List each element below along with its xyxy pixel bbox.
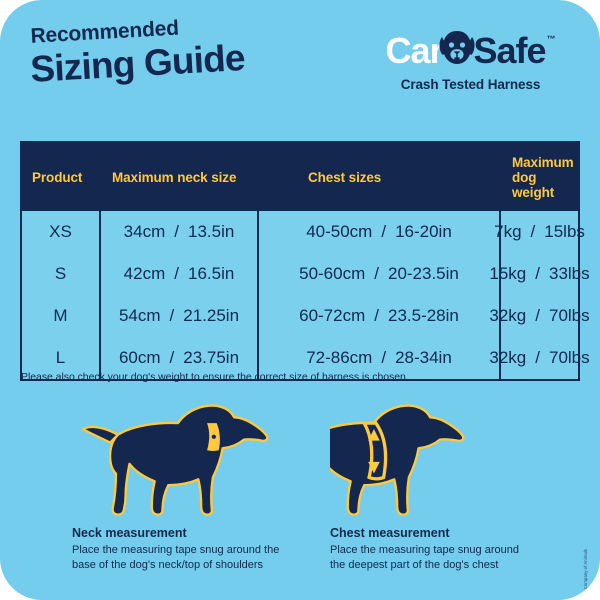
chest-metric: 72-86cm <box>306 348 373 367</box>
logo-word-safe: Safe <box>473 30 546 71</box>
weight-metric: 32kg <box>489 348 527 367</box>
weight-metric: 32kg <box>489 306 527 325</box>
cell-product: M <box>53 306 68 325</box>
unit-separator: / <box>535 264 540 283</box>
cell-neck-size: 54cm / 21.25in <box>99 295 258 337</box>
panel-title: Neck measurement <box>72 526 187 540</box>
neck-imperial: 16.5in <box>187 264 235 283</box>
cell-chest-size: 72-86cm / 28-34in <box>257 337 500 379</box>
dog-side-view-with-collar-icon <box>72 396 342 522</box>
panel-description-line2: the deepest part of the dog's chest <box>330 559 499 572</box>
page-title: Recommended Sizing Guide <box>28 14 246 90</box>
dog-side-view-with-chest-band-icon <box>330 396 600 522</box>
measurement-panels: Neck measurement Place the measuring tap… <box>0 396 600 600</box>
panel-description-line1: Place the measuring tape snug around the <box>72 544 280 556</box>
chest-metric: 40-50cm <box>306 222 373 241</box>
weight-imperial: 33lbs <box>548 264 590 283</box>
unit-separator: / <box>535 348 540 367</box>
chest-imperial: 28-34in <box>395 348 452 367</box>
weight-note: Please also check your dog's weight to e… <box>21 371 409 383</box>
neck-measurement-panel: Neck measurement Place the measuring tap… <box>72 396 342 573</box>
page-title-main: Sizing Guide <box>29 36 246 90</box>
weight-imperial: 15lbs <box>544 222 585 241</box>
brand-logo: Car <box>363 30 578 92</box>
weight-metric: 15kg <box>489 264 527 283</box>
logo-word-car: Car <box>385 30 443 71</box>
cell-product: S <box>54 264 67 283</box>
dog-head-icon <box>438 28 476 68</box>
logo-wordmark: Car <box>363 30 578 72</box>
neck-metric: 42cm <box>123 264 166 283</box>
cell-dog-weight: 15kg / 33lbs <box>489 253 590 295</box>
unit-separator: / <box>530 222 536 241</box>
column-header-neck-size: Maximum neck size <box>100 143 258 211</box>
table-body: XS 34cm / 13.5in 40-50cm / 16-20in <box>22 211 590 379</box>
table-header: Product Maximum neck size Chest sizes Ma… <box>22 143 578 211</box>
unit-separator: / <box>174 222 179 241</box>
cell-dog-weight: 7kg / 15lbs <box>494 211 585 253</box>
chest-imperial: 16-20in <box>395 222 452 241</box>
header: Recommended Sizing Guide Car <box>0 0 600 120</box>
unit-separator: / <box>381 222 387 241</box>
cell-chest-size: 50-60cm / 20-23.5in <box>257 253 500 295</box>
chest-imperial: 23.5-28in <box>387 306 459 325</box>
panel-title: Chest measurement <box>330 526 450 540</box>
table-row: S 42cm / 16.5in 50-60cm / 20-23.5in <box>22 253 590 295</box>
column-header-product: Product <box>22 143 100 211</box>
cell-product: L <box>55 348 66 367</box>
unit-separator: / <box>381 348 387 367</box>
unit-separator: / <box>169 306 175 325</box>
weight-imperial: 70lbs <box>548 348 590 367</box>
panel-description-line2: base of the dog's neck/top of shoulders <box>72 559 264 572</box>
cell-neck-size: 34cm / 13.5in <box>99 211 258 253</box>
neck-imperial: 21.25in <box>183 306 240 325</box>
cell-dog-weight: 32kg / 70lbs <box>489 295 590 337</box>
chest-metric: 50-60cm <box>299 264 366 283</box>
column-header-chest-size: Chest sizes <box>258 143 500 211</box>
table-header-row: Product Maximum neck size Chest sizes Ma… <box>22 143 578 211</box>
neck-imperial: 23.75in <box>183 348 240 367</box>
chest-measurement-panel: Chest measurement Place the measuring ta… <box>330 396 600 573</box>
sizing-table-container: Product Maximum neck size Chest sizes Ma… <box>20 141 590 381</box>
neck-metric: 54cm <box>118 306 161 325</box>
table-row: M 54cm / 21.25in 60-72cm / 23.5-28in <box>22 295 590 337</box>
table-row: XS 34cm / 13.5in 40-50cm / 16-20in <box>22 211 585 253</box>
cell-neck-size: 42cm / 16.5in <box>99 253 258 295</box>
neck-imperial: 13.5in <box>187 222 235 241</box>
cell-product: XS <box>49 222 72 241</box>
neck-metric: 60cm <box>118 348 161 367</box>
unit-separator: / <box>374 306 379 325</box>
cell-chest-size: 40-50cm / 16-20in <box>257 211 500 253</box>
unit-separator: / <box>169 348 175 367</box>
column-header-dog-weight: Maximum dog weight <box>500 143 578 211</box>
weight-imperial: 70lbs <box>548 306 590 325</box>
unit-separator: / <box>374 264 379 283</box>
neck-metric: 34cm <box>123 222 166 241</box>
table-row: L 60cm / 23.75in 72-86cm / 28-34in <box>22 337 590 379</box>
cell-chest-size: 60-72cm / 23.5-28in <box>257 295 500 337</box>
weight-metric: 7kg <box>494 222 522 241</box>
sizing-table: Product Maximum neck size Chest sizes Ma… <box>22 143 590 379</box>
chest-imperial: 20-23.5in <box>387 264 459 283</box>
logo-tagline: Crash Tested Harness <box>400 77 541 92</box>
panel-description-line1: Place the measuring tape snug around <box>330 544 519 556</box>
chest-metric: 60-72cm <box>299 306 366 325</box>
cell-neck-size: 60cm / 23.75in <box>99 337 258 379</box>
trademark-symbol: ™ <box>546 34 556 44</box>
unit-separator: / <box>535 306 540 325</box>
unit-separator: / <box>174 264 179 283</box>
cell-dog-weight: 32kg / 70lbs <box>489 337 590 379</box>
